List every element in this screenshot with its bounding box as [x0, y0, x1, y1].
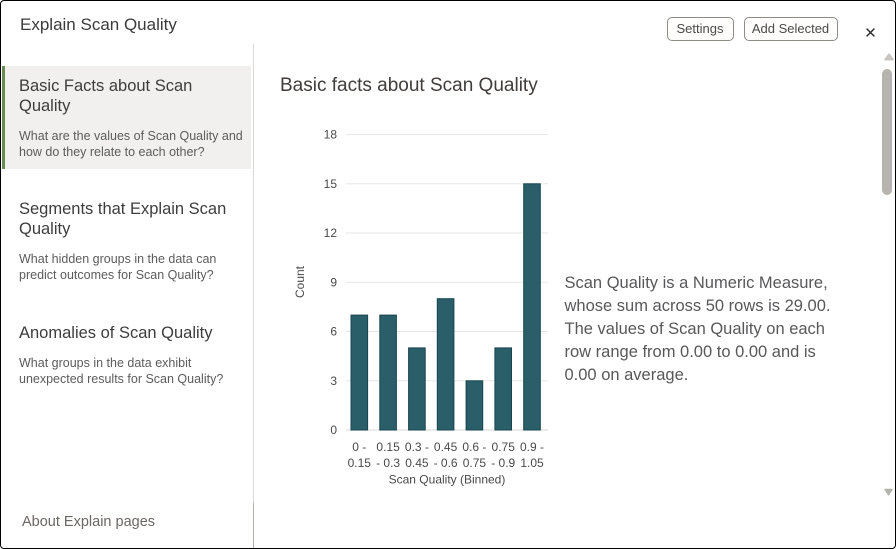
svg-text:0.75: 0.75 [492, 440, 516, 454]
svg-text:Count: Count [293, 265, 307, 298]
svg-text:0.3 -: 0.3 - [405, 440, 429, 454]
svg-text:0.9 -: 0.9 - [520, 440, 544, 454]
svg-text:Scan Quality (Binned): Scan Quality (Binned) [389, 473, 506, 487]
svg-text:0 -: 0 - [352, 440, 366, 454]
svg-text:- 0.9: - 0.9 [491, 456, 515, 470]
svg-text:0.15: 0.15 [348, 456, 372, 470]
svg-text:0.75: 0.75 [463, 456, 487, 470]
svg-text:0.45: 0.45 [405, 456, 429, 470]
svg-text:12: 12 [324, 226, 338, 240]
svg-text:9: 9 [330, 275, 337, 289]
svg-text:3: 3 [330, 374, 337, 388]
svg-text:0.6 -: 0.6 - [462, 440, 486, 454]
svg-text:6: 6 [330, 325, 337, 339]
svg-text:1.05: 1.05 [520, 456, 544, 470]
svg-text:- 0.6: - 0.6 [434, 456, 458, 470]
svg-text:15: 15 [324, 177, 338, 191]
svg-text:0.15: 0.15 [376, 440, 400, 454]
svg-text:0: 0 [330, 423, 337, 437]
svg-text:0.45: 0.45 [434, 440, 458, 454]
svg-text:- 0.3: - 0.3 [376, 456, 400, 470]
svg-text:18: 18 [324, 128, 338, 142]
